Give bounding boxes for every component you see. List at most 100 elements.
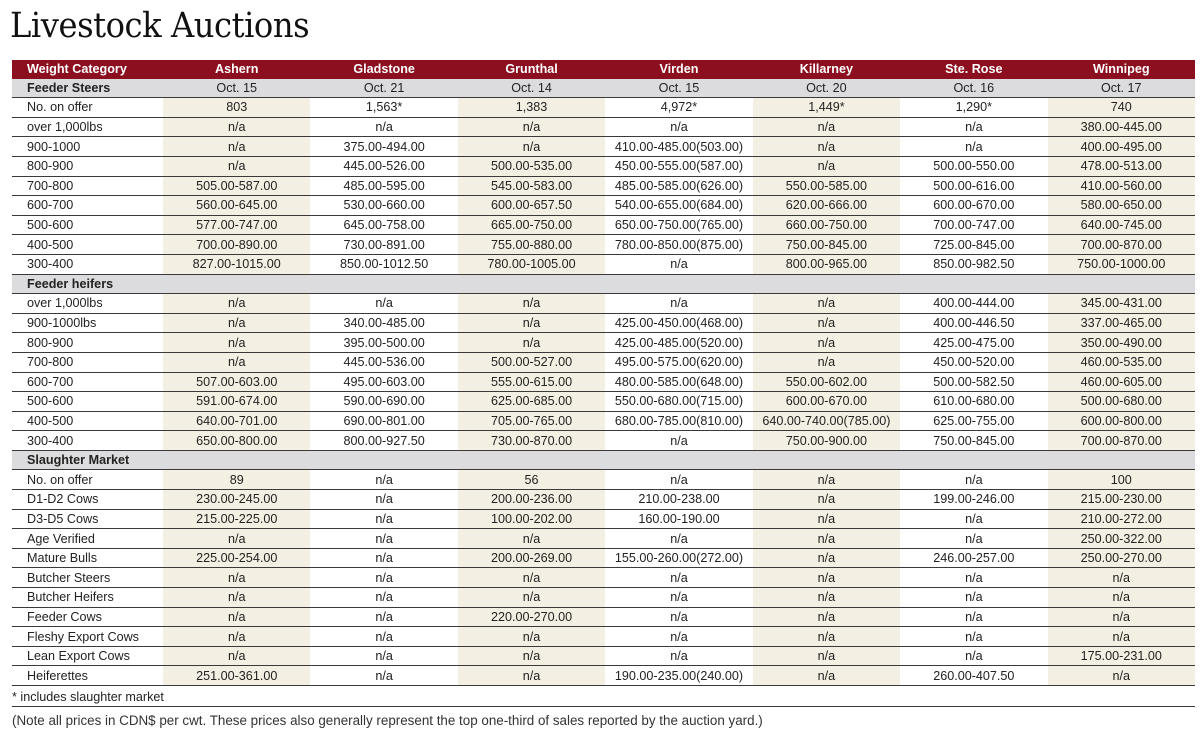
price-cell: n/a xyxy=(457,332,606,353)
price-cell: 545.00-583.00 xyxy=(457,176,606,197)
section-header-row: Slaughter Market xyxy=(12,450,1195,471)
row-label: Butcher Heifers xyxy=(12,587,163,608)
price-cell: 600.00-670.00 xyxy=(752,391,901,412)
price-cell: 600.00-657.50 xyxy=(457,195,606,216)
row-label: Age Verified xyxy=(12,528,163,549)
price-cell: 500.00-680.00 xyxy=(1047,391,1195,412)
price-cell: 750.00-900.00 xyxy=(752,430,901,451)
table-row: Heiferettes 251.00-361.00 n/a n/a 190.00-235… xyxy=(12,665,1195,686)
header-virden: Virden xyxy=(605,60,753,79)
row-label: 600-700 xyxy=(12,372,163,393)
auction-date: Oct. 17 xyxy=(1047,78,1195,99)
price-cell: n/a xyxy=(900,509,1048,530)
price-cell: n/a xyxy=(752,156,901,177)
price-cell: 155.00-260.00(272.00) xyxy=(605,548,753,569)
price-cell: 780.00-850.00(875.00) xyxy=(605,234,753,255)
table-row: 600-700 507.00-603.00 495.00-603.00 555.00-… xyxy=(12,372,1195,393)
price-cell: 827.00-1015.00 xyxy=(163,254,311,275)
table-row: No. on offer 89 n/a 56 n/a n/a n/a 100 xyxy=(12,469,1195,491)
table-row: 900-1000 n/a 375.00-494.00 n/a 410.00-485.00… xyxy=(12,136,1195,157)
table-row: 700-800 n/a 445.00-536.00 500.00-527.00 495.… xyxy=(12,352,1195,373)
price-cell: n/a xyxy=(752,626,901,647)
header-ashern: Ashern xyxy=(163,60,311,79)
price-cell: 100 xyxy=(1047,469,1195,491)
price-cell: 800.00-927.50 xyxy=(310,430,458,451)
price-cell: n/a xyxy=(752,313,901,334)
price-cell: 700.00-747.00 xyxy=(900,215,1048,236)
table-row: 400-500 700.00-890.00 730.00-891.00 755.00-… xyxy=(12,234,1195,255)
price-cell: 460.00-535.00 xyxy=(1047,352,1195,373)
row-label: 800-900 xyxy=(12,156,163,177)
section-cell xyxy=(457,274,606,295)
price-cell: 500.00-527.00 xyxy=(457,352,606,373)
price-cell: 540.00-655.00(684.00) xyxy=(605,195,753,216)
table-row: 700-800 505.00-587.00 485.00-595.00 545.00-… xyxy=(12,176,1195,197)
price-cell: 550.00-585.00 xyxy=(752,176,901,197)
price-cell: 350.00-490.00 xyxy=(1047,332,1195,353)
price-cell: n/a xyxy=(900,646,1048,667)
price-cell: n/a xyxy=(310,665,458,686)
table-row: D1-D2 Cows 230.00-245.00 n/a 200.00-236.00 2… xyxy=(12,489,1195,510)
price-cell: n/a xyxy=(900,587,1048,608)
price-cell: 410.00-560.00 xyxy=(1047,176,1195,197)
table-row: 900-1000lbs n/a 340.00-485.00 n/a 425.00-450… xyxy=(12,313,1195,334)
price-cell: 500.00-535.00 xyxy=(457,156,606,177)
table-row: Age Verified n/a n/a n/a n/a n/a n/a 250.00-322… xyxy=(12,528,1195,549)
price-cell: n/a xyxy=(900,626,1048,647)
price-cell: 250.00-322.00 xyxy=(1047,528,1195,549)
price-cell: 100.00-202.00 xyxy=(457,509,606,530)
footnote: * includes slaughter market xyxy=(12,689,1195,707)
table-row: No. on offer 803 1,563* 1,383 4,972* 1,449* 1,… xyxy=(12,97,1195,118)
price-cell: 625.00-755.00 xyxy=(900,411,1048,432)
table-row: Mature Bulls 225.00-254.00 n/a 200.00-269.0… xyxy=(12,548,1195,569)
row-label: 600-700 xyxy=(12,195,163,216)
price-cell: n/a xyxy=(163,156,311,177)
price-cell: n/a xyxy=(163,607,311,628)
price-cell: 690.00-801.00 xyxy=(310,411,458,432)
section-cell xyxy=(163,450,311,471)
row-label: 700-800 xyxy=(12,176,163,197)
price-cell: n/a xyxy=(163,313,311,334)
price-cell: n/a xyxy=(752,489,901,510)
section-header-row: Feeder Steers Oct. 15 Oct. 21 Oct. 14 Oct. 1… xyxy=(12,78,1195,99)
price-cell: n/a xyxy=(752,528,901,549)
price-cell: 375.00-494.00 xyxy=(310,136,458,157)
section-header-row: Feeder heifers xyxy=(12,274,1195,295)
price-cell: 246.00-257.00 xyxy=(900,548,1048,569)
price-cell: n/a xyxy=(457,646,606,667)
price-cell: 590.00-690.00 xyxy=(310,391,458,412)
price-cell: 400.00-446.50 xyxy=(900,313,1048,334)
price-cell: 485.00-595.00 xyxy=(310,176,458,197)
row-label: D3-D5 Cows xyxy=(12,509,163,530)
price-cell: n/a xyxy=(163,352,311,373)
price-cell: n/a xyxy=(310,509,458,530)
row-label: 800-900 xyxy=(12,332,163,353)
price-cell: 610.00-680.00 xyxy=(900,391,1048,412)
price-cell: n/a xyxy=(163,587,311,608)
price-cell: n/a xyxy=(752,117,901,138)
price-cell: n/a xyxy=(457,528,606,549)
price-cell: n/a xyxy=(752,665,901,686)
price-cell: 1,290* xyxy=(900,97,1048,118)
row-label: 400-500 xyxy=(12,234,163,255)
price-cell: 200.00-269.00 xyxy=(457,548,606,569)
price-cell: n/a xyxy=(1047,665,1195,686)
price-cell: 260.00-407.50 xyxy=(900,665,1048,686)
section-title: Slaughter Market xyxy=(12,450,163,471)
price-cell: 740 xyxy=(1047,97,1195,118)
table-row: 400-500 640.00-701.00 690.00-801.00 705.00-… xyxy=(12,411,1195,432)
price-cell: 640.00-740.00(785.00) xyxy=(752,411,901,432)
section-cell xyxy=(457,450,606,471)
section-cell xyxy=(1047,274,1195,295)
header-killarney: Killarney xyxy=(752,60,901,79)
price-cell: n/a xyxy=(900,469,1048,491)
section-cell xyxy=(900,450,1048,471)
price-cell: n/a xyxy=(457,136,606,157)
price-cell: 700.00-870.00 xyxy=(1047,234,1195,255)
price-cell: 340.00-485.00 xyxy=(310,313,458,334)
price-cell: 660.00-750.00 xyxy=(752,215,901,236)
price-cell: 1,449* xyxy=(752,97,901,118)
table-row: 800-900 n/a 395.00-500.00 n/a 425.00-485.00(… xyxy=(12,332,1195,353)
price-cell: n/a xyxy=(605,117,753,138)
price-cell: 395.00-500.00 xyxy=(310,332,458,353)
